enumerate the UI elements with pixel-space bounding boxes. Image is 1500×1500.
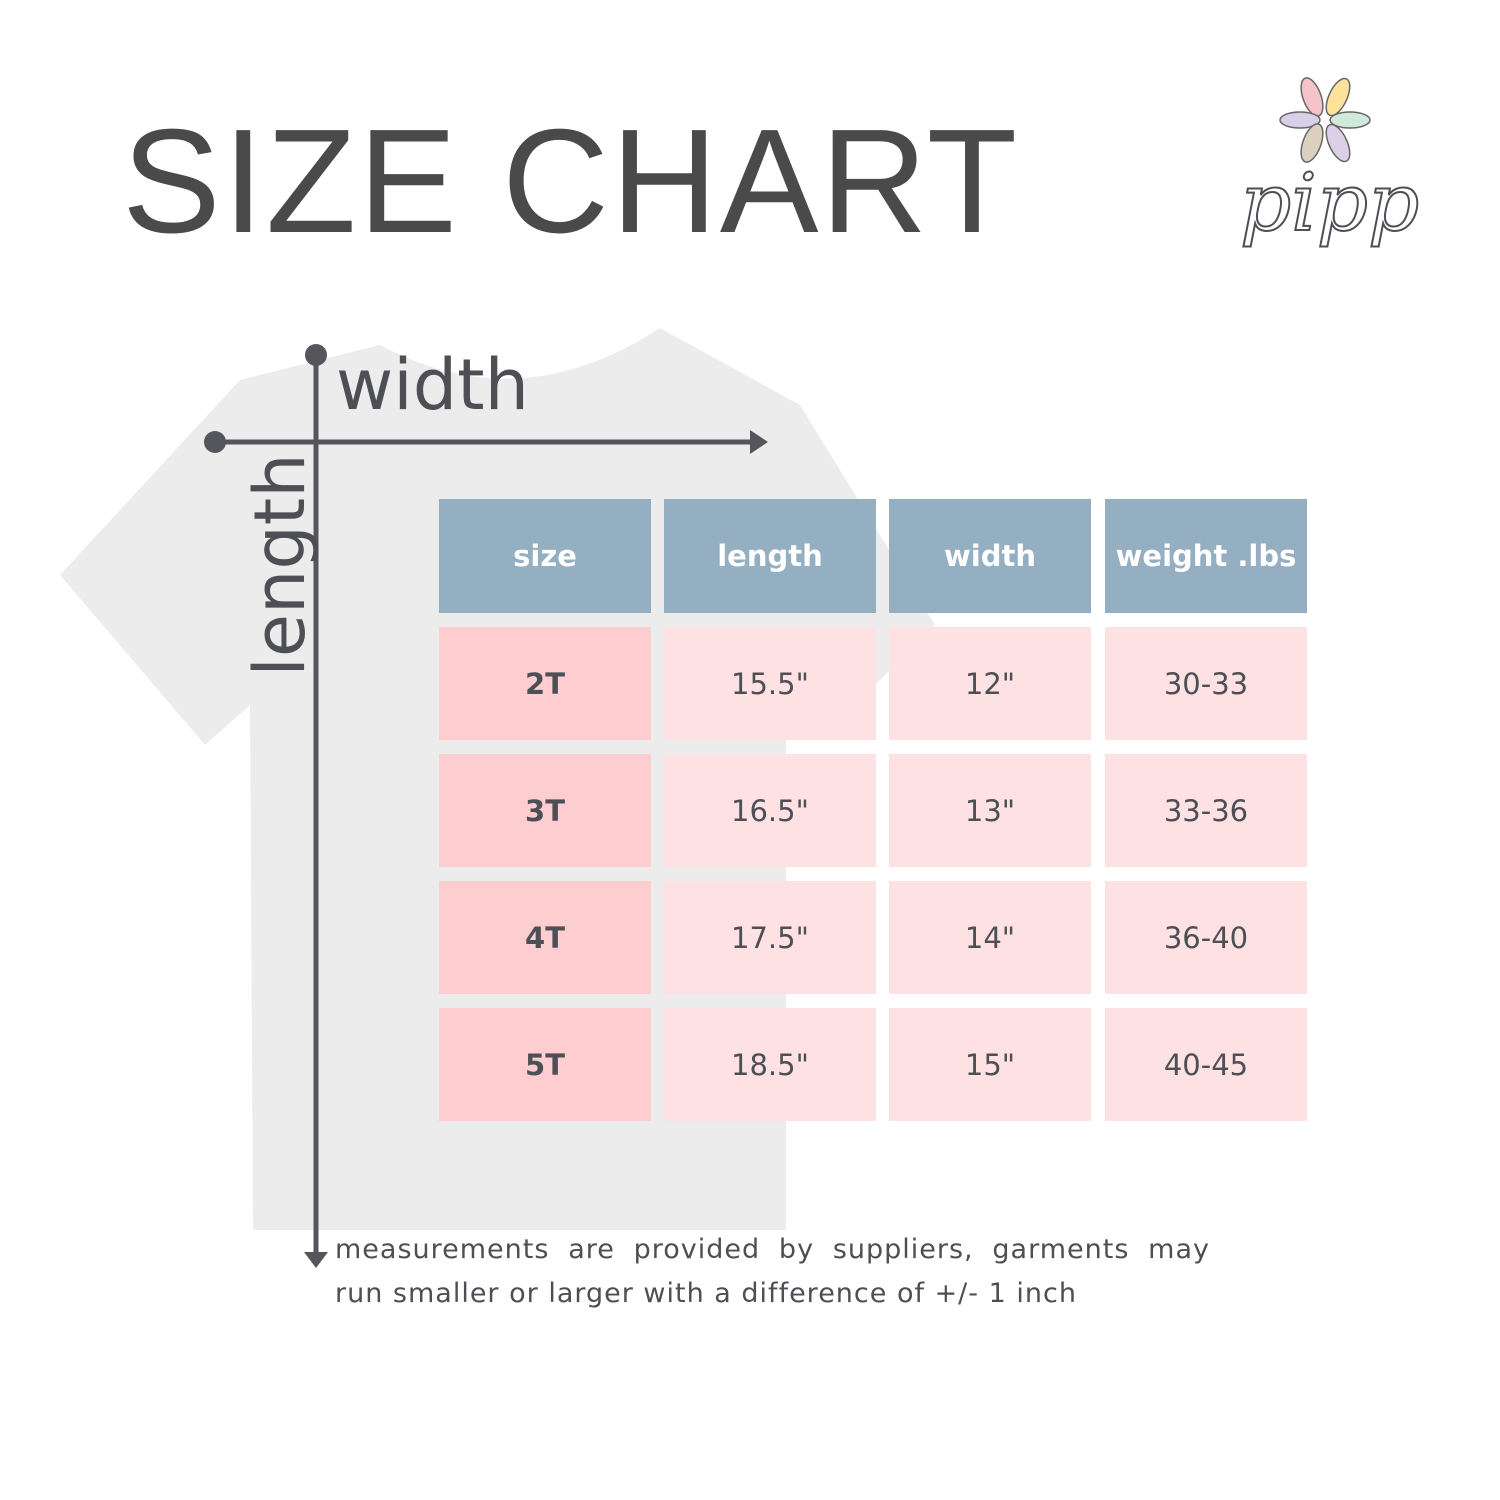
table-cell-weight: 40-45 — [1105, 1008, 1307, 1121]
header-length: length — [664, 499, 876, 613]
table-cell-length: 17.5" — [664, 881, 876, 994]
note-line-2: run smaller or larger with a difference … — [335, 1278, 1077, 1309]
table-cell-weight: 33-36 — [1105, 754, 1307, 867]
header-width: width — [889, 499, 1091, 613]
table-cell-width: 13" — [889, 754, 1091, 867]
width-arrow — [204, 430, 768, 454]
length-arrow — [304, 344, 328, 1268]
header-weight: weight .lbs — [1105, 499, 1307, 613]
measurement-note: measurements are provided by suppliers, … — [335, 1228, 1210, 1316]
header-size: size — [439, 499, 651, 613]
table-cell-length: 15.5" — [664, 627, 876, 740]
flower-icon — [1279, 77, 1371, 163]
table-cell-length: 18.5" — [664, 1008, 876, 1121]
table-cell-size: 3T — [439, 754, 651, 867]
table-cell-size: 5T — [439, 1008, 651, 1121]
table-cell-weight: 30-33 — [1105, 627, 1307, 740]
table-cell-width: 15" — [889, 1008, 1091, 1121]
table-cell-size: 4T — [439, 881, 651, 994]
width-label: width — [336, 344, 529, 426]
table-cell-length: 16.5" — [664, 754, 876, 867]
length-label: length — [239, 453, 321, 677]
table-cell-size: 2T — [439, 627, 651, 740]
note-line-1: measurements are provided by suppliers, … — [335, 1234, 1210, 1265]
table-cell-width: 14" — [889, 881, 1091, 994]
table-cell-weight: 36-40 — [1105, 881, 1307, 994]
table-cell-width: 12" — [889, 627, 1091, 740]
page-title: SIZE CHART — [122, 99, 1020, 264]
